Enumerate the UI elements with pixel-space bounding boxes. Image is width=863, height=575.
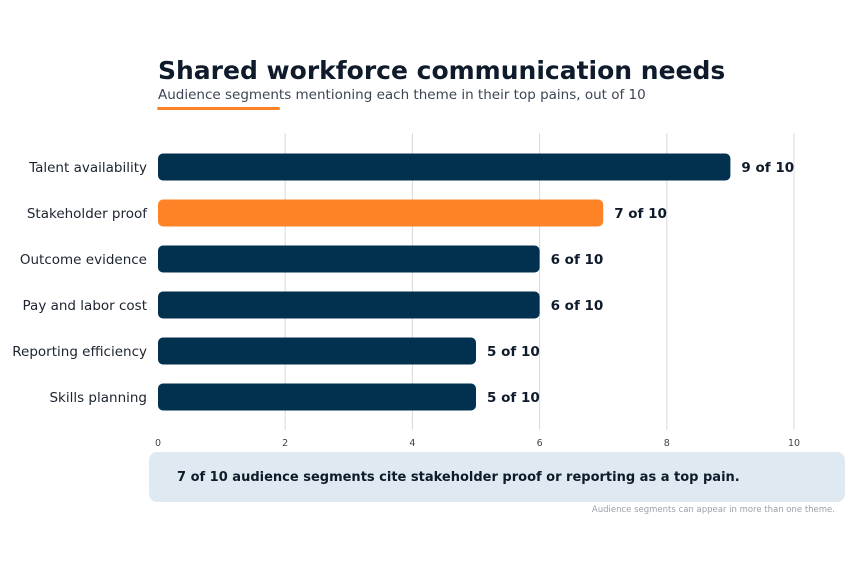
data-label: 5 of 10 <box>487 390 540 406</box>
x-tick-label: 4 <box>409 438 415 449</box>
x-tick-label: 2 <box>282 438 288 449</box>
data-label: 6 of 10 <box>551 298 604 314</box>
x-tick-label: 0 <box>155 438 161 449</box>
category-label: Pay and labor cost <box>23 298 147 314</box>
bar <box>158 337 476 365</box>
bar <box>158 383 476 411</box>
title-accent-line <box>157 107 280 110</box>
data-label: 9 of 10 <box>741 160 794 176</box>
data-label: 5 of 10 <box>487 344 540 360</box>
category-label: Reporting efficiency <box>12 344 147 360</box>
bar <box>158 245 540 273</box>
callout-text: 7 of 10 audience segments cite stakehold… <box>177 469 740 485</box>
x-tick-label: 8 <box>664 438 670 449</box>
category-label: Skills planning <box>49 390 147 406</box>
bar <box>158 291 540 319</box>
callout-box: 7 of 10 audience segments cite stakehold… <box>149 452 845 502</box>
x-tick-label: 10 <box>788 438 800 449</box>
data-label: 6 of 10 <box>551 252 604 268</box>
bar-chart: 0 2 4 6 8 10 Talent availability 9 of 10 Stakeho… <box>12 133 800 449</box>
category-label: Outcome evidence <box>20 252 147 268</box>
x-tick-label: 6 <box>537 438 543 449</box>
bar <box>158 153 731 181</box>
data-label: 7 of 10 <box>614 206 667 222</box>
category-label: Talent availability <box>28 160 147 176</box>
chart-subtitle: Audience segments mentioning each theme … <box>158 87 646 103</box>
category-label: Stakeholder proof <box>27 206 148 222</box>
bar <box>158 199 604 227</box>
chart-title: Shared workforce communication needs <box>158 56 726 85</box>
footnote: Audience segments can appear in more tha… <box>591 505 835 515</box>
